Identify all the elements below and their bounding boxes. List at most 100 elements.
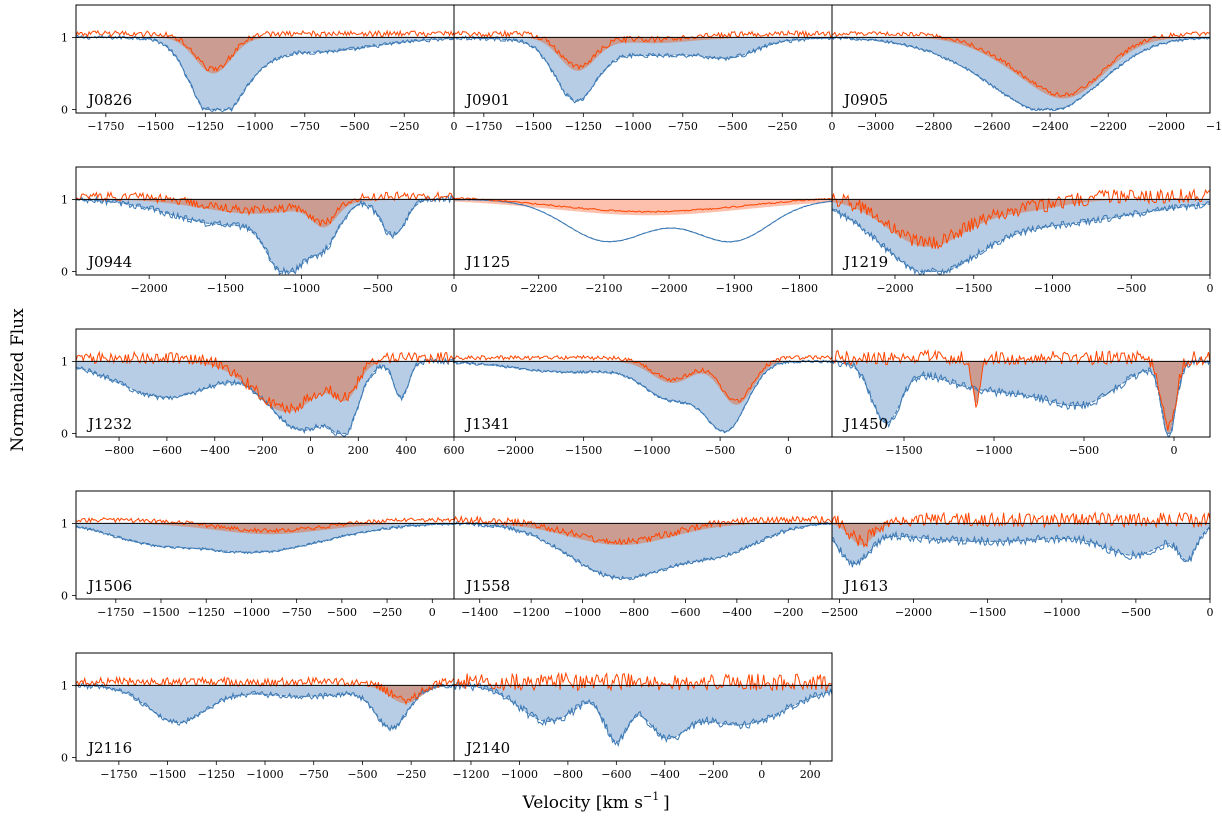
low-ion-spectrum-line (454, 197, 832, 213)
x-tick-label: −1500 (515, 120, 552, 133)
high-ion-absorption-fill (454, 685, 832, 742)
x-tick-label: 0 (451, 120, 458, 133)
panel-title: J0901 (464, 91, 510, 109)
x-tick-label: −500 (717, 120, 747, 133)
x-tick-label: 0 (307, 444, 314, 457)
high-ion-spectrum-line (76, 34, 454, 113)
x-tick-label: −1500 (955, 282, 992, 295)
y-tick-label: 0 (61, 103, 68, 116)
high-ion-spectrum-line (76, 194, 454, 275)
x-tick-label: 200 (348, 444, 369, 457)
low-ion-absorption-fill (454, 199, 832, 216)
x-tick-label: 0 (758, 768, 765, 781)
panel-title: J1341 (464, 415, 510, 433)
x-tick-label: −1200 (513, 606, 550, 619)
x-tick-label: −2000 (131, 282, 168, 295)
panel-plot-area (76, 29, 454, 113)
y-tick-label: 1 (61, 355, 68, 368)
x-tick-label: 0 (429, 606, 436, 619)
y-tick-label: 1 (61, 31, 68, 44)
x-tick-label: −1250 (198, 768, 235, 781)
x-tick-label: −250 (372, 606, 402, 619)
x-tick-label: 400 (396, 444, 417, 457)
x-tick-label: 0 (1171, 444, 1178, 457)
y-axis-label: Normalized Flux (8, 308, 28, 452)
x-tick-label: 200 (800, 768, 821, 781)
high-ion-spectrum-line (454, 359, 832, 434)
x-tick-label: −2200 (1090, 120, 1127, 133)
x-tick-label: −2200 (520, 282, 557, 295)
panel-j1506: −1750 −1500 −1250 −1000 −750 −500 −250 0 0 1 J1506 (61, 490, 455, 619)
panel-j1341: −2000 −1500 −1000 −500 0 J1341 (453, 328, 833, 457)
x-tick-label: −1000 (283, 282, 320, 295)
x-tick-label: −1500 (885, 444, 922, 457)
x-tick-label: −500 (1069, 444, 1099, 457)
panel-frame (831, 4, 1211, 114)
x-tick-label: −2000 (497, 444, 534, 457)
x-tick-label: −400 (650, 768, 680, 781)
panel-frame (831, 490, 1211, 600)
x-tick-label: −500 (1116, 282, 1146, 295)
x-tick-label: −800 (619, 606, 649, 619)
panel-j1125: −2200 −2100 −2000 −1900 −1800 J1125 (453, 166, 833, 295)
low-ion-spectrum-line (832, 30, 1210, 98)
y-tick-label: 0 (61, 751, 68, 764)
x-tick-label: 0 (1207, 282, 1214, 295)
x-tick-label: 0 (451, 282, 458, 295)
low-ion-spectrum-line (76, 516, 454, 534)
x-tick-label: −1000 (614, 120, 651, 133)
low-ion-absorption-fill (76, 685, 454, 704)
x-tick-label: −400 (722, 606, 752, 619)
high-ion-spectrum-line (454, 198, 832, 243)
x-tick-label: −250 (396, 768, 426, 781)
x-tick-label: −600 (152, 444, 182, 457)
panel-title: J1232 (86, 415, 132, 433)
panel-j1219: −2000 −1500 −1000 −500 0 J1219 (831, 166, 1214, 295)
x-tick-label: −500 (327, 606, 357, 619)
panel-grid: −1750 −1500 −1250 −1000 −750 −500 −250 001J0826… (61, 4, 1222, 781)
high-ion-absorption-fill (454, 523, 832, 579)
panel-title: J1450 (842, 415, 888, 433)
low-ion-spectrum-line (832, 188, 1210, 250)
panel-title: J1558 (464, 577, 510, 595)
panel-title: J0826 (86, 91, 132, 109)
x-tick-label: −1250 (188, 606, 225, 619)
panel-frame (453, 652, 833, 762)
y-tick-label: 1 (61, 193, 68, 206)
panel-plot-area (454, 197, 832, 243)
x-tick-label: −500 (363, 282, 393, 295)
x-tick-label: −1250 (187, 120, 224, 133)
x-tick-label: −1500 (137, 120, 174, 133)
panel-j1558: −1400 −1200 −1000 −800 −600 −400 −200 J1558 (453, 490, 833, 619)
x-tick-label: 0 (785, 444, 792, 457)
y-tick-label: 0 (61, 589, 68, 602)
low-ion-absorption-fill (832, 361, 1210, 434)
panel-frame (831, 166, 1211, 276)
panel-j1613: −2500 −2000 −1500 −1000 −500 0 J1613 (821, 490, 1214, 619)
panel-plot-area (76, 675, 454, 732)
x-axis-label-main: Velocity [km s (522, 793, 643, 813)
x-tick-label: −2800 (915, 120, 952, 133)
x-tick-label: −1000 (633, 444, 670, 457)
panel-title: J0905 (842, 91, 888, 109)
x-tick-label: −1500 (207, 282, 244, 295)
x-tick-label: −1250 (565, 120, 602, 133)
x-tick-label: −1000 (975, 444, 1012, 457)
high-ion-absorption-fill (76, 523, 454, 553)
panel-j0944: −2000 −1500 −1000 −500 0 0 1 J0944 (61, 166, 458, 295)
high-ion-spectrum-line (454, 35, 832, 104)
x-tick-label: −2000 (876, 282, 913, 295)
panel-plot-area (454, 671, 832, 748)
x-tick-label: −750 (668, 120, 698, 133)
x-tick-label: 600 (444, 444, 465, 457)
low-ion-spectrum-line (454, 671, 832, 693)
panel-j1450: −1500 −1000 −500 0 J1450 (831, 328, 1211, 457)
panel-plot-area (832, 188, 1210, 275)
low-ion-spectrum-line (76, 29, 454, 73)
panel-plot-area (832, 348, 1210, 437)
x-tick-label: −2400 (1031, 120, 1068, 133)
high-ion-absorption-fill (454, 361, 832, 432)
x-tick-label: −1000 (233, 606, 270, 619)
panel-title: J1219 (842, 253, 888, 271)
